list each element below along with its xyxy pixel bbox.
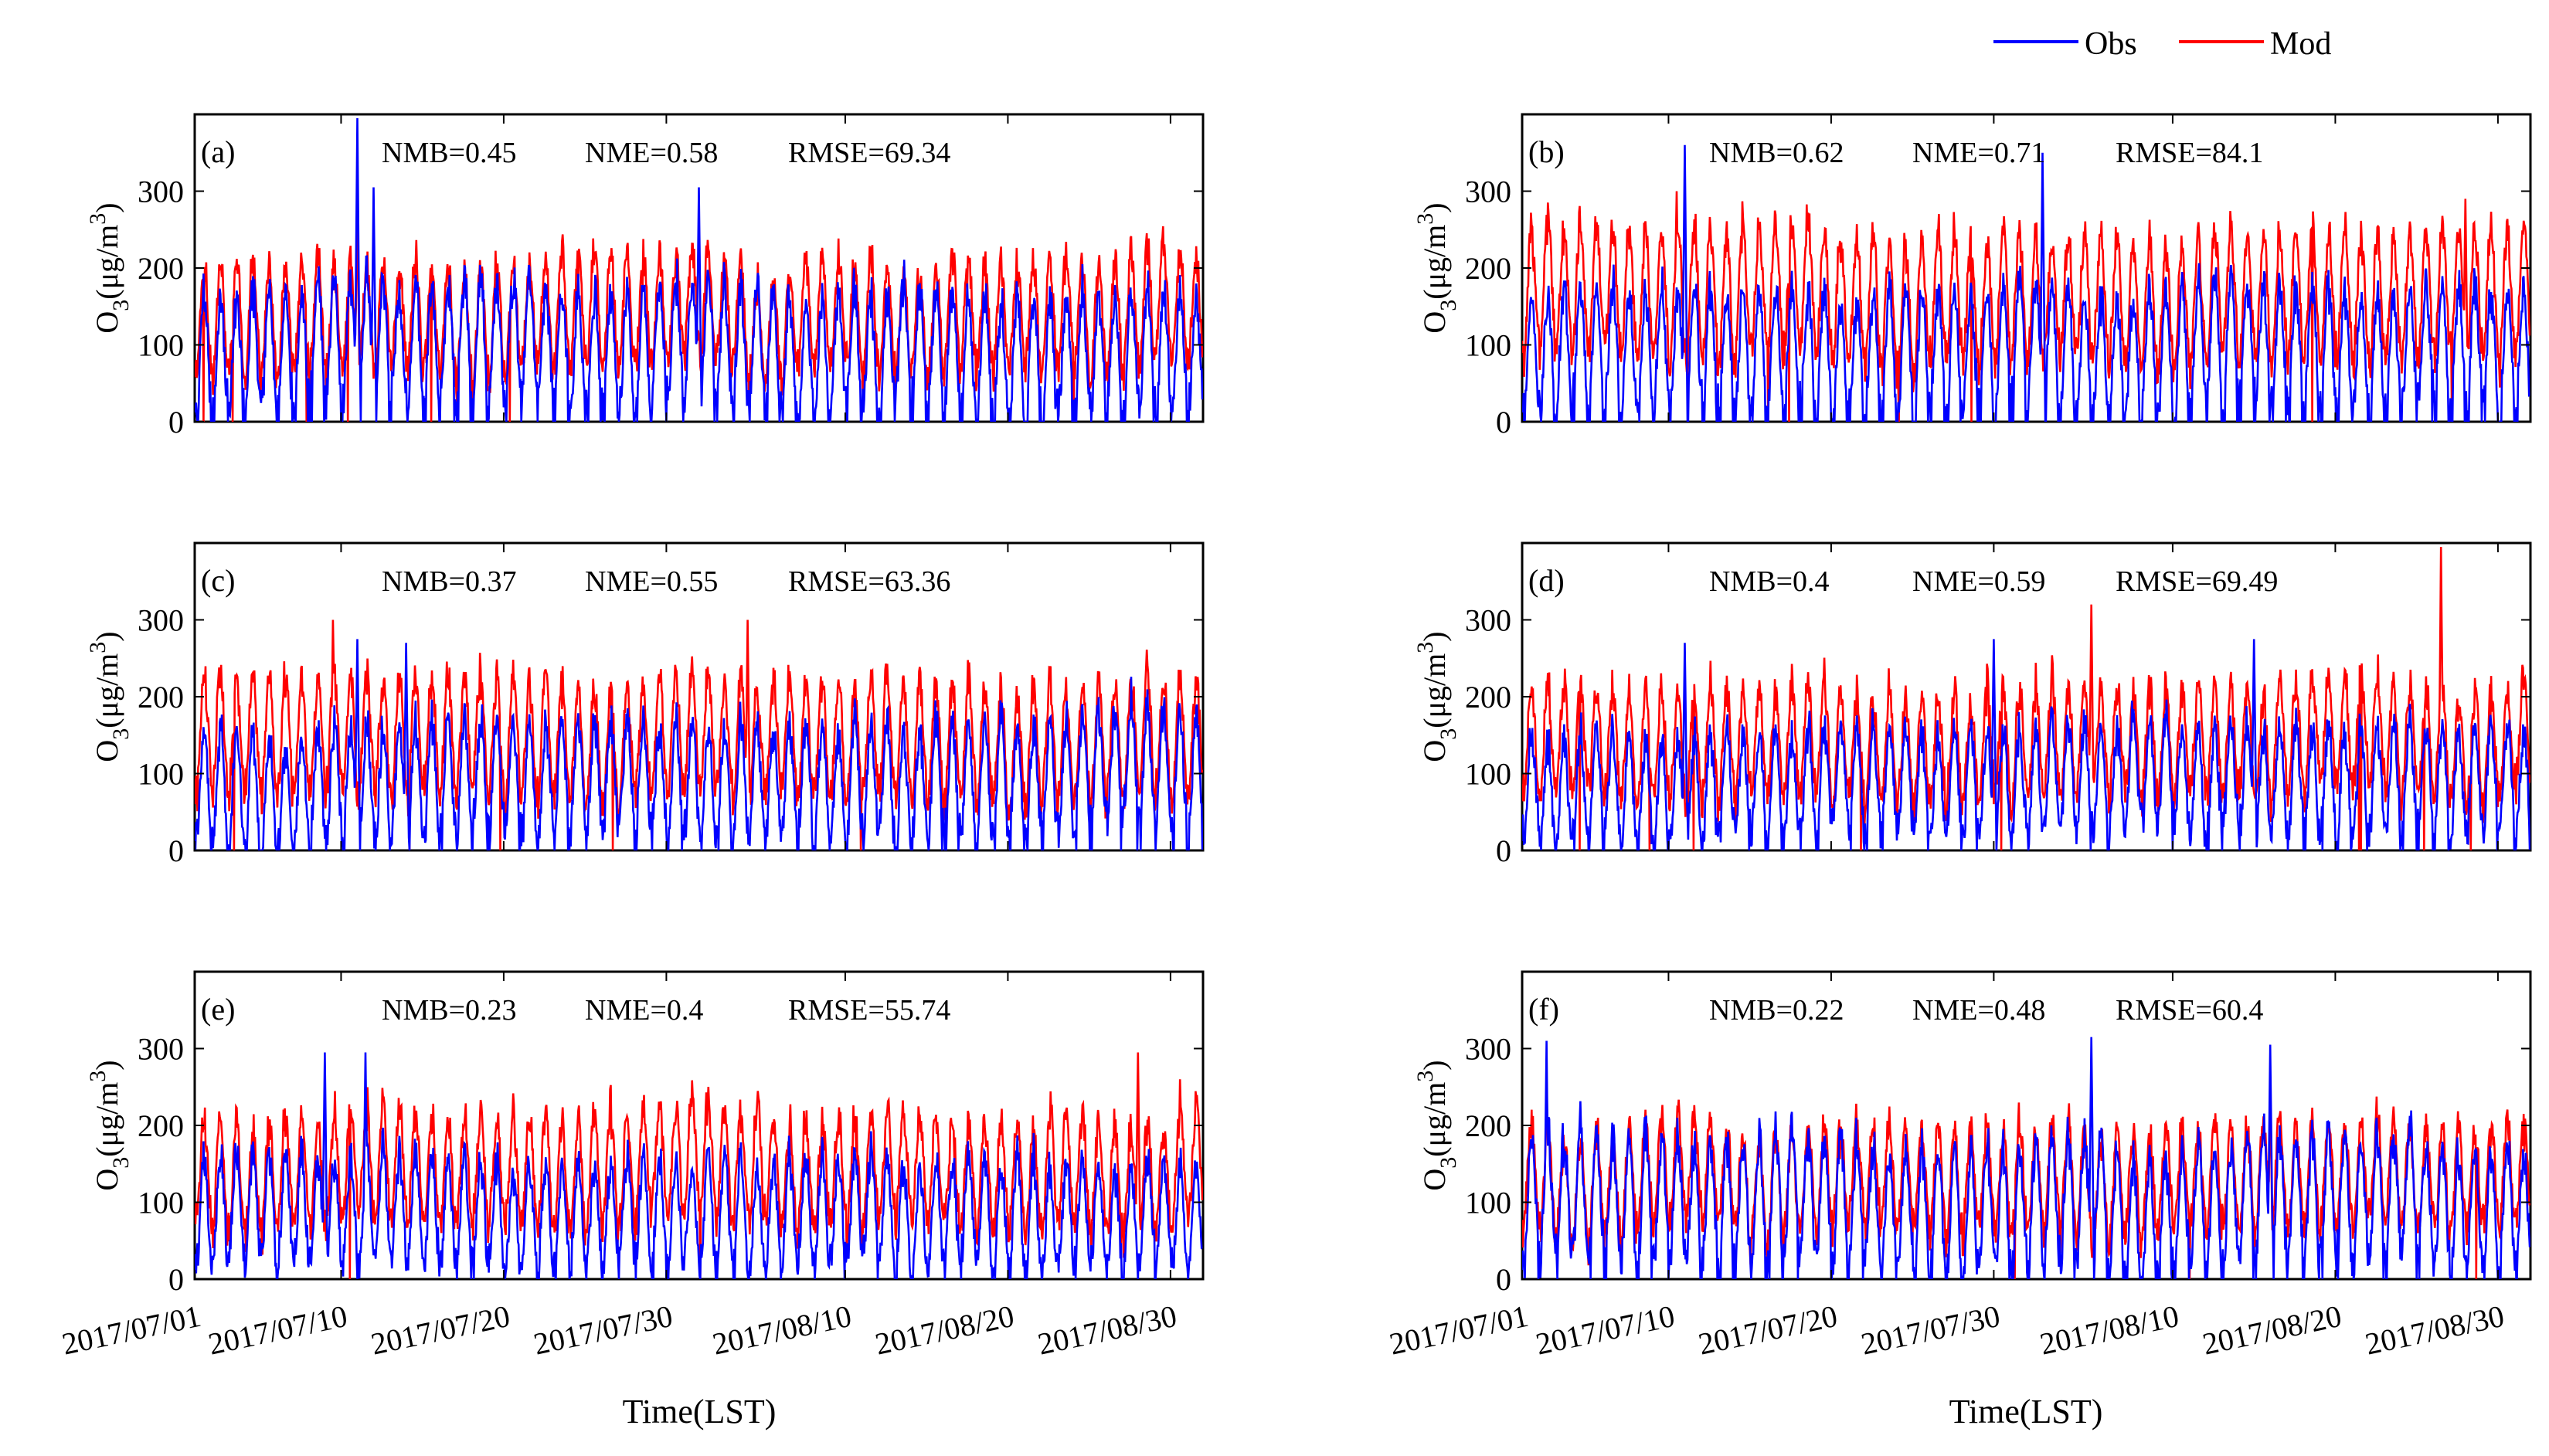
panel-d-rmse: RMSE=69.49 [2116, 565, 2278, 598]
panel-a-ytick-label: 0 [168, 405, 184, 440]
panel-e-xtick-label: 2017/07/10 [206, 1298, 351, 1362]
panel-c-ylabel: O3(μg/m3) [85, 631, 134, 762]
panel-c-obs-line [195, 639, 1203, 850]
panel-a-ytick-label: 300 [138, 175, 184, 209]
panel-b-ytick-label: 100 [1465, 328, 1511, 363]
panel-b-obs-line [1522, 144, 2530, 422]
panel-c-mod-line [195, 619, 1203, 850]
panel-e-ytick-label: 300 [138, 1032, 184, 1067]
panel-e-ytick-label: 200 [138, 1108, 184, 1143]
panel-f-nmb: NMB=0.22 [1709, 994, 1844, 1027]
panel-e-xtick-label: 2017/08/20 [872, 1298, 1018, 1362]
panel-f-xtick-label: 2017/08/30 [2362, 1298, 2507, 1362]
panel-e-ytick-label: 0 [168, 1262, 184, 1297]
panel-e-rmse: RMSE=55.74 [788, 994, 950, 1027]
panel-f-obs-line [1522, 1037, 2530, 1279]
panel-c: 0 100 200 300 (c) NMB=0.37 NME=0.55 RMSE=63.36 O… [85, 541, 1205, 868]
panel-a-rmse: RMSE=69.34 [788, 137, 950, 169]
panel-d-ytick-label: 0 [1496, 833, 1511, 868]
panel-f-xtick-label: 2017/07/20 [1695, 1298, 1840, 1362]
panel-d-ylabel: O3(μg/m3) [1412, 631, 1461, 762]
x-axis-label-left: Time(LST) [623, 1393, 777, 1431]
panel-c-rmse: RMSE=63.36 [788, 565, 950, 598]
panel-b: 0 100 200 300 (b) NMB=0.62 NME=0.71 RMSE=84.1 O3… [1412, 113, 2532, 440]
panel-e-xtick-label: 2017/08/30 [1035, 1298, 1180, 1362]
panel-f-label: (f) [1528, 992, 1559, 1027]
panel-f-nme: NME=0.48 [1912, 994, 2045, 1027]
panel-b-ytick-label: 0 [1496, 405, 1511, 440]
panel-c-ytick-label: 200 [138, 680, 184, 714]
panel-d-mod-line [1522, 546, 2530, 850]
panel-b-nmb: NMB=0.62 [1709, 137, 1844, 169]
x-axis-label-right: Time(LST) [1949, 1393, 2103, 1431]
panel-e-xtick-label: 2017/07/01 [59, 1298, 204, 1362]
panel-b-ylabel: O3(μg/m3) [1412, 202, 1461, 333]
panel-c-ytick-label: 100 [138, 757, 184, 792]
panel-f-xtick-label: 2017/07/30 [1858, 1298, 2004, 1362]
panel-f-xtick-label: 2017/07/10 [1533, 1298, 1678, 1362]
panel-e-ytick-label: 100 [138, 1186, 184, 1220]
panel-a: 0 100 200 300 (a) NMB=0.45 NME=0.58 RMSE=69.34 O… [85, 113, 1205, 440]
panel-f-xtick-label: 2017/08/10 [2037, 1298, 2182, 1362]
panel-f-rmse: RMSE=60.4 [2116, 994, 2263, 1027]
panel-f-mod-line [1522, 1083, 2530, 1279]
panel-e: 0 100 200 300 2017/07/01 2017/07/10 2017/07/20… [59, 970, 1205, 1362]
panel-c-label: (c) [201, 563, 235, 598]
panel-b-ytick-label: 300 [1465, 175, 1511, 209]
panel-f: 0 100 200 300 2017/07/01 2017/07/10 2017/07/20… [1386, 970, 2532, 1362]
panel-d-nme: NME=0.59 [1912, 565, 2045, 598]
panel-f-ytick-label: 0 [1496, 1262, 1511, 1297]
panel-d-label: (d) [1528, 563, 1565, 598]
panel-d-ytick-label: 300 [1465, 603, 1511, 638]
panel-a-obs-line [195, 117, 1203, 422]
panel-a-nmb: NMB=0.45 [382, 137, 517, 169]
panel-a-ytick-label: 100 [138, 328, 184, 363]
panel-a-label: (a) [201, 134, 235, 169]
panel-f-ytick-label: 100 [1465, 1186, 1511, 1220]
panel-e-xtick-label: 2017/07/20 [368, 1298, 513, 1362]
panel-e-nmb: NMB=0.23 [382, 994, 517, 1027]
panel-d: 0 100 200 300 (d) NMB=0.4 NME=0.59 RMSE=69.49 O3… [1412, 541, 2532, 868]
panel-f-xtick-label: 2017/08/20 [2200, 1298, 2345, 1362]
panel-a-ytick-label: 200 [138, 251, 184, 286]
panel-e-label: (e) [201, 992, 235, 1027]
panel-e-xtick-label: 2017/07/30 [531, 1298, 676, 1362]
panel-b-nme: NME=0.71 [1912, 137, 2045, 169]
panel-a-ylabel: O3(μg/m3) [85, 202, 134, 333]
panel-d-nmb: NMB=0.4 [1709, 565, 1830, 598]
panel-d-ytick-label: 200 [1465, 680, 1511, 714]
panel-b-rmse: RMSE=84.1 [2116, 137, 2263, 169]
panel-f-ytick-label: 300 [1465, 1032, 1511, 1067]
panel-f-ytick-label: 200 [1465, 1108, 1511, 1143]
panel-d-obs-line [1522, 639, 2530, 850]
panel-f-ylabel: O3(μg/m3) [1412, 1060, 1461, 1190]
panel-b-mod-line [1522, 191, 2530, 422]
panel-e-obs-line [195, 1052, 1203, 1279]
panel-e-mod-line [195, 1052, 1203, 1279]
panel-c-nmb: NMB=0.37 [382, 565, 517, 598]
panel-e-xtick-label: 2017/08/10 [709, 1298, 855, 1362]
panel-c-ytick-label: 0 [168, 833, 184, 868]
panel-d-ytick-label: 100 [1465, 757, 1511, 792]
panel-b-label: (b) [1528, 134, 1565, 169]
panel-c-ytick-label: 300 [138, 603, 184, 638]
panel-b-ytick-label: 200 [1465, 251, 1511, 286]
panel-a-nme: NME=0.58 [585, 137, 718, 169]
panel-c-nme: NME=0.55 [585, 565, 718, 598]
panel-e-ylabel: O3(μg/m3) [85, 1060, 134, 1190]
legend: Obs Mod [1993, 26, 2331, 62]
panels: 0 100 200 300 (a) NMB=0.45 NME=0.58 RMSE=69.34 O… [59, 113, 2532, 1362]
panel-e-nme: NME=0.4 [585, 994, 703, 1027]
legend-mod-label: Mod [2270, 26, 2331, 62]
panel-f-xtick-label: 2017/07/01 [1386, 1298, 1531, 1362]
legend-obs-label: Obs [2085, 26, 2137, 62]
